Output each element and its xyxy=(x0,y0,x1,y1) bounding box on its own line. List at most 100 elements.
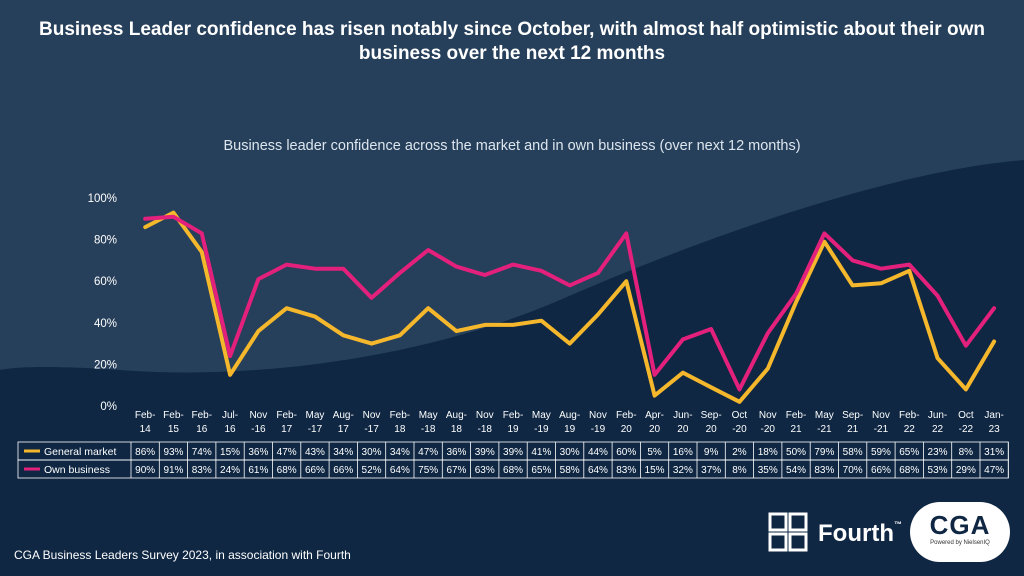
x-tick-label: Apr- xyxy=(645,410,664,421)
x-tick-label: Nov xyxy=(589,410,607,421)
data-label: 47% xyxy=(418,447,438,458)
x-tick-label: Aug- xyxy=(446,410,467,421)
series-line-general-market xyxy=(143,210,997,404)
data-label: 15% xyxy=(645,465,665,476)
data-point xyxy=(143,225,147,229)
data-point xyxy=(200,231,204,235)
x-tick-label: 21 xyxy=(790,424,802,435)
x-tick-label: Feb- xyxy=(786,410,807,421)
x-tick-label: Nov xyxy=(872,410,890,421)
data-point xyxy=(256,329,260,333)
data-label: 74% xyxy=(192,447,212,458)
x-tick-label: -18 xyxy=(421,424,436,435)
data-point xyxy=(171,210,176,215)
data-point xyxy=(256,277,260,281)
data-point xyxy=(935,294,940,298)
data-point xyxy=(313,314,317,319)
x-tick-label: 19 xyxy=(507,424,519,435)
x-tick-label: Feb- xyxy=(276,410,297,421)
x-tick-label: 20 xyxy=(621,424,633,435)
x-tick-label: 15 xyxy=(168,424,180,435)
x-tick-label: Jun- xyxy=(673,410,692,421)
data-label: 36% xyxy=(446,447,466,458)
x-tick-label: 21 xyxy=(847,424,859,435)
x-tick-label: -20 xyxy=(761,424,776,435)
data-label: 24% xyxy=(220,465,240,476)
data-label: 64% xyxy=(588,465,608,476)
data-label: 50% xyxy=(786,447,806,458)
data-label: 67% xyxy=(446,465,466,476)
data-label: 68% xyxy=(899,465,919,476)
cga-logo: CGA Powered by NielsenIQ xyxy=(910,502,1010,562)
x-tick-label: Aug- xyxy=(559,410,580,421)
data-point xyxy=(341,333,345,337)
data-label: 8% xyxy=(959,447,974,458)
source-footnote: CGA Business Leaders Survey 2023, in ass… xyxy=(14,548,351,562)
x-tick-label: -19 xyxy=(591,424,606,435)
data-point xyxy=(822,231,826,235)
data-label: 30% xyxy=(560,447,580,458)
data-point xyxy=(624,231,628,235)
data-point xyxy=(454,329,459,333)
data-label: 65% xyxy=(899,447,919,458)
data-label: 68% xyxy=(277,465,297,476)
data-label: 86% xyxy=(135,447,155,458)
x-tick-label: Oct xyxy=(732,410,748,421)
data-point xyxy=(426,306,430,310)
x-tick-label: -18 xyxy=(478,424,493,435)
x-tick-label: May xyxy=(419,410,438,421)
data-label: 39% xyxy=(503,447,523,458)
data-point xyxy=(171,215,176,219)
data-label: 66% xyxy=(871,465,891,476)
data-label: 44% xyxy=(588,447,608,458)
x-tick-label: Feb- xyxy=(163,410,184,421)
data-point xyxy=(737,400,742,404)
x-tick-label: Sep- xyxy=(842,410,863,421)
data-label: 36% xyxy=(248,447,268,458)
data-label: 39% xyxy=(475,447,495,458)
x-tick-label: 17 xyxy=(338,424,350,435)
data-label: 91% xyxy=(163,465,183,476)
data-label: 43% xyxy=(305,447,325,458)
x-tick-label: Feb- xyxy=(191,410,212,421)
data-label: 37% xyxy=(701,465,721,476)
data-label: 70% xyxy=(843,465,863,476)
legend-label: Own business xyxy=(44,464,110,476)
data-label: 68% xyxy=(503,465,523,476)
data-point xyxy=(596,312,600,317)
data-label: 66% xyxy=(305,465,325,476)
data-label: 52% xyxy=(362,465,382,476)
data-label: 58% xyxy=(843,447,863,458)
data-point xyxy=(907,262,911,267)
x-tick-label: Feb- xyxy=(503,410,524,421)
data-point xyxy=(681,337,685,342)
series-line-own-business xyxy=(143,214,997,392)
data-point xyxy=(483,273,487,277)
data-label: 75% xyxy=(418,465,438,476)
data-point xyxy=(285,262,289,267)
x-tick-label: 16 xyxy=(196,424,208,435)
x-tick-label: 14 xyxy=(140,424,152,435)
data-label: 47% xyxy=(984,465,1004,476)
data-label: 53% xyxy=(928,465,948,476)
page-title: Business Leader confidence has risen not… xyxy=(39,19,985,64)
x-tick-label: Sep- xyxy=(701,410,722,421)
data-point xyxy=(398,271,402,275)
data-label: 2% xyxy=(732,447,747,458)
data-label: 47% xyxy=(277,447,297,458)
data-point xyxy=(851,283,855,287)
y-tick-label: 100% xyxy=(88,193,117,205)
data-point xyxy=(398,333,402,337)
data-point xyxy=(228,373,232,377)
data-label: 34% xyxy=(390,447,410,458)
data-point xyxy=(285,306,289,310)
x-tick-label: -17 xyxy=(364,424,379,435)
data-point xyxy=(766,331,770,335)
x-tick-label: May xyxy=(305,410,324,421)
data-label: 61% xyxy=(248,465,268,476)
data-point xyxy=(652,373,657,377)
data-point xyxy=(992,306,996,310)
data-label: 60% xyxy=(616,447,636,458)
data-label: 59% xyxy=(871,447,891,458)
x-tick-label: 17 xyxy=(281,424,293,435)
